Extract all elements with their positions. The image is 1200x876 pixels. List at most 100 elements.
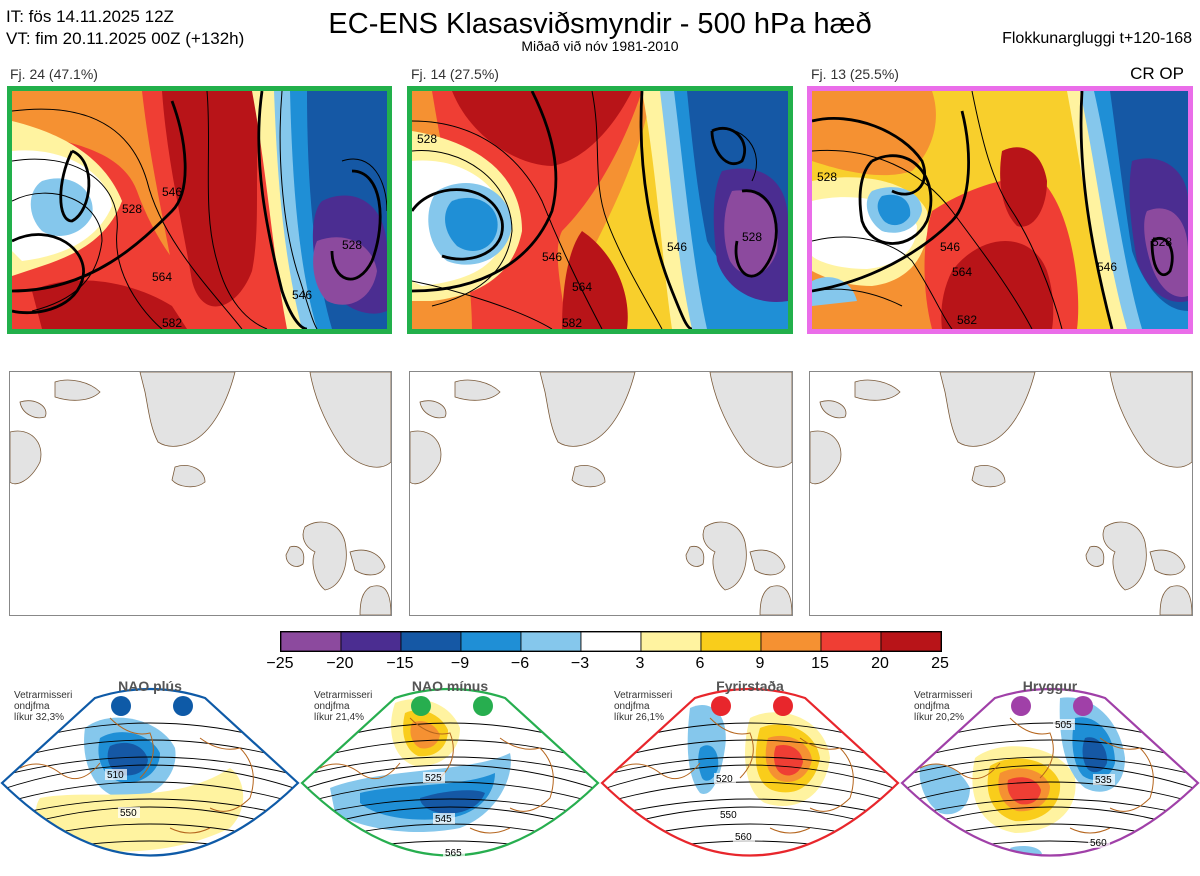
colorbar-tick-label: 3 xyxy=(635,655,645,672)
colorbar-tick-label: −6 xyxy=(510,655,530,672)
colorbar-cell xyxy=(400,631,462,652)
contour-label: 546 xyxy=(162,185,182,199)
colorbar-tick-label: 15 xyxy=(811,655,829,672)
contour-label: 528 xyxy=(122,202,142,216)
regime-title: Hryggur xyxy=(1022,678,1078,694)
regime-note-line: Vetrarmisseri xyxy=(914,690,973,701)
contour-label: 535 xyxy=(1095,775,1112,786)
contour-label: 550 xyxy=(120,808,137,819)
height-contour xyxy=(902,798,1198,819)
regime-marker xyxy=(1073,696,1093,716)
contour-label: 546 xyxy=(1097,260,1117,274)
contour-label: 546 xyxy=(667,240,687,254)
regime-note-line: líkur 32,3% xyxy=(14,712,65,723)
anomaly-shading xyxy=(1082,737,1108,773)
cr-op-tag: CR OP xyxy=(1130,64,1184,83)
regime-note-line: líkur 20,2% xyxy=(914,712,965,723)
regime-note-line: Vetrarmisseri xyxy=(314,690,373,701)
height-contour xyxy=(2,798,298,819)
contour-label: 546 xyxy=(292,288,312,302)
regime-note-line: Vetrarmisseri xyxy=(614,690,673,701)
regime-border xyxy=(300,687,600,857)
height-contour xyxy=(902,781,1198,805)
contour-label: 510 xyxy=(107,770,124,781)
height-contour xyxy=(302,781,598,805)
anomaly-shading xyxy=(420,790,485,814)
regime-map: 520 550 560 Fyrirstaða Vetrarmisseri ondjfma l… xyxy=(600,678,900,871)
contour-label: 564 xyxy=(152,270,172,284)
outline-map-1 xyxy=(9,371,392,616)
colorbar-tick-label: 20 xyxy=(871,655,889,672)
height-contour xyxy=(2,781,298,805)
anomaly-shading xyxy=(107,742,148,776)
coastline xyxy=(19,717,254,834)
regime-marker xyxy=(711,696,731,716)
regime-note: Vetrarmisseri ondjfma líkur 32,3% xyxy=(14,690,72,723)
regime-marker xyxy=(473,696,493,716)
height-contour xyxy=(2,756,298,777)
colorbar-tick-label: 6 xyxy=(695,655,705,672)
contour-label: 525 xyxy=(425,773,442,784)
regime-note-line: ondjfma xyxy=(314,701,350,712)
contour-label: 546 xyxy=(542,250,562,264)
contour-label: 582 xyxy=(162,316,182,329)
initial-time: IT: fös 14.11.2025 12Z xyxy=(6,7,174,26)
contour-label: 550 xyxy=(720,810,737,821)
regime-title: NAO mínus xyxy=(411,678,489,694)
colorbar-cell xyxy=(580,631,642,652)
colorbar xyxy=(280,631,942,652)
colorbar-tick-label: −3 xyxy=(570,655,590,672)
contour-label: 545 xyxy=(435,814,452,825)
height-contour xyxy=(602,739,898,763)
cluster-map-2: 528 546 564 582 546 528 xyxy=(407,86,793,334)
regime-marker xyxy=(773,696,793,716)
height-contour xyxy=(2,739,298,763)
coastline xyxy=(619,717,854,834)
colorbar-cell xyxy=(760,631,822,652)
contour-label: 564 xyxy=(572,280,592,294)
height-contour xyxy=(302,756,598,777)
anomaly-shading xyxy=(919,764,970,815)
outline-map-3 xyxy=(809,371,1193,616)
contour-label: 520 xyxy=(716,774,733,785)
height-contour xyxy=(602,781,898,805)
colorbar-cell xyxy=(820,631,882,652)
contour-label: 546 xyxy=(940,240,960,254)
cluster-map-1: 528 546 564 582 528 546 xyxy=(7,86,392,334)
height-contour xyxy=(302,798,598,819)
regime-note-line: Vetrarmisseri xyxy=(14,690,73,701)
panel-3-label: Fj. 13 (25.5%) xyxy=(811,66,899,82)
cluster-map-3: 528 546 564 582 528 546 xyxy=(807,86,1193,334)
colorbar-tick-label: −9 xyxy=(450,655,470,672)
regime-title: NAO plús xyxy=(118,678,182,694)
valid-time: VT: fim 20.11.2025 00Z (+132h) xyxy=(6,29,245,48)
contour-label: 528 xyxy=(817,170,837,184)
regime-note-line: ondjfma xyxy=(614,701,650,712)
anomaly-shading xyxy=(774,744,803,776)
coastline xyxy=(319,717,554,834)
panel-2-label: Fj. 14 (27.5%) xyxy=(411,66,499,82)
anomaly-shading xyxy=(410,721,440,749)
colorbar-cell xyxy=(340,631,402,652)
regime-note-line: ondjfma xyxy=(14,701,50,712)
contour-label: 560 xyxy=(1090,838,1107,849)
regime-map: 505 535 560 Hryggur Vetrarmisseri ondjfma líku… xyxy=(900,678,1200,871)
contour-label: 564 xyxy=(952,265,972,279)
regime-marker xyxy=(111,696,131,716)
colorbar-ticks: −25 −20 −15 −9 −6 −3 3 6 9 15 20 25 xyxy=(266,655,948,675)
page-title: EC-ENS Klasasviðsmyndir - 500 hPa hæð xyxy=(328,8,872,40)
anomaly-shading xyxy=(698,745,719,781)
page-subtitle: Miðað við nóv 1981-2010 xyxy=(521,38,679,54)
colorbar-cell xyxy=(700,631,762,652)
contour-label: 565 xyxy=(445,848,462,859)
colorbar-tick-label: 9 xyxy=(755,655,765,672)
outline-map-2 xyxy=(409,371,793,616)
regime-note: Vetrarmisseri ondjfma líkur 20,2% xyxy=(914,690,972,723)
regime-marker xyxy=(173,696,193,716)
regime-note-line: ondjfma xyxy=(914,701,950,712)
height-contour xyxy=(302,739,598,763)
height-contour xyxy=(902,756,1198,777)
contour-label: 505 xyxy=(1055,720,1072,731)
regime-map: 525 545 565 NAO mínus Vetrarmisseri ondjfma lí… xyxy=(300,678,600,871)
regime-border xyxy=(0,687,300,857)
